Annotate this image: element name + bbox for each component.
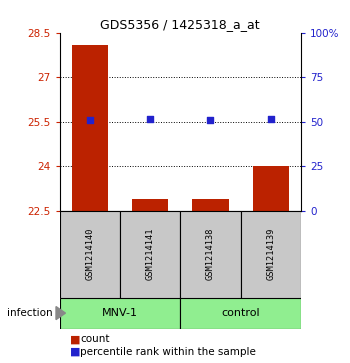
Bar (60, 211, 120, 298)
Bar (253, 166, 289, 211)
Text: GSM1214138: GSM1214138 (206, 228, 215, 280)
Bar (72, 45, 108, 211)
Bar (120, 211, 180, 298)
Bar (241, 211, 301, 298)
Bar (132, 199, 168, 211)
Title: GDS5356 / 1425318_a_at: GDS5356 / 1425318_a_at (100, 19, 260, 32)
Text: GSM1214140: GSM1214140 (85, 228, 94, 280)
Text: control: control (221, 308, 260, 318)
Text: ■: ■ (70, 347, 80, 357)
Bar (193, 199, 229, 211)
Point (147, 116, 153, 122)
Bar (180, 211, 241, 298)
Text: GSM1214141: GSM1214141 (146, 228, 155, 280)
Text: MNV-1: MNV-1 (102, 308, 138, 318)
Text: ■: ■ (70, 334, 80, 344)
Point (87, 117, 92, 123)
Bar (60, 298, 180, 329)
Text: GSM1214139: GSM1214139 (266, 228, 275, 280)
Text: infection: infection (7, 308, 52, 318)
Text: count: count (80, 334, 110, 344)
Bar (180, 298, 301, 329)
Point (208, 117, 213, 123)
Point (268, 116, 274, 122)
Text: percentile rank within the sample: percentile rank within the sample (80, 347, 256, 357)
